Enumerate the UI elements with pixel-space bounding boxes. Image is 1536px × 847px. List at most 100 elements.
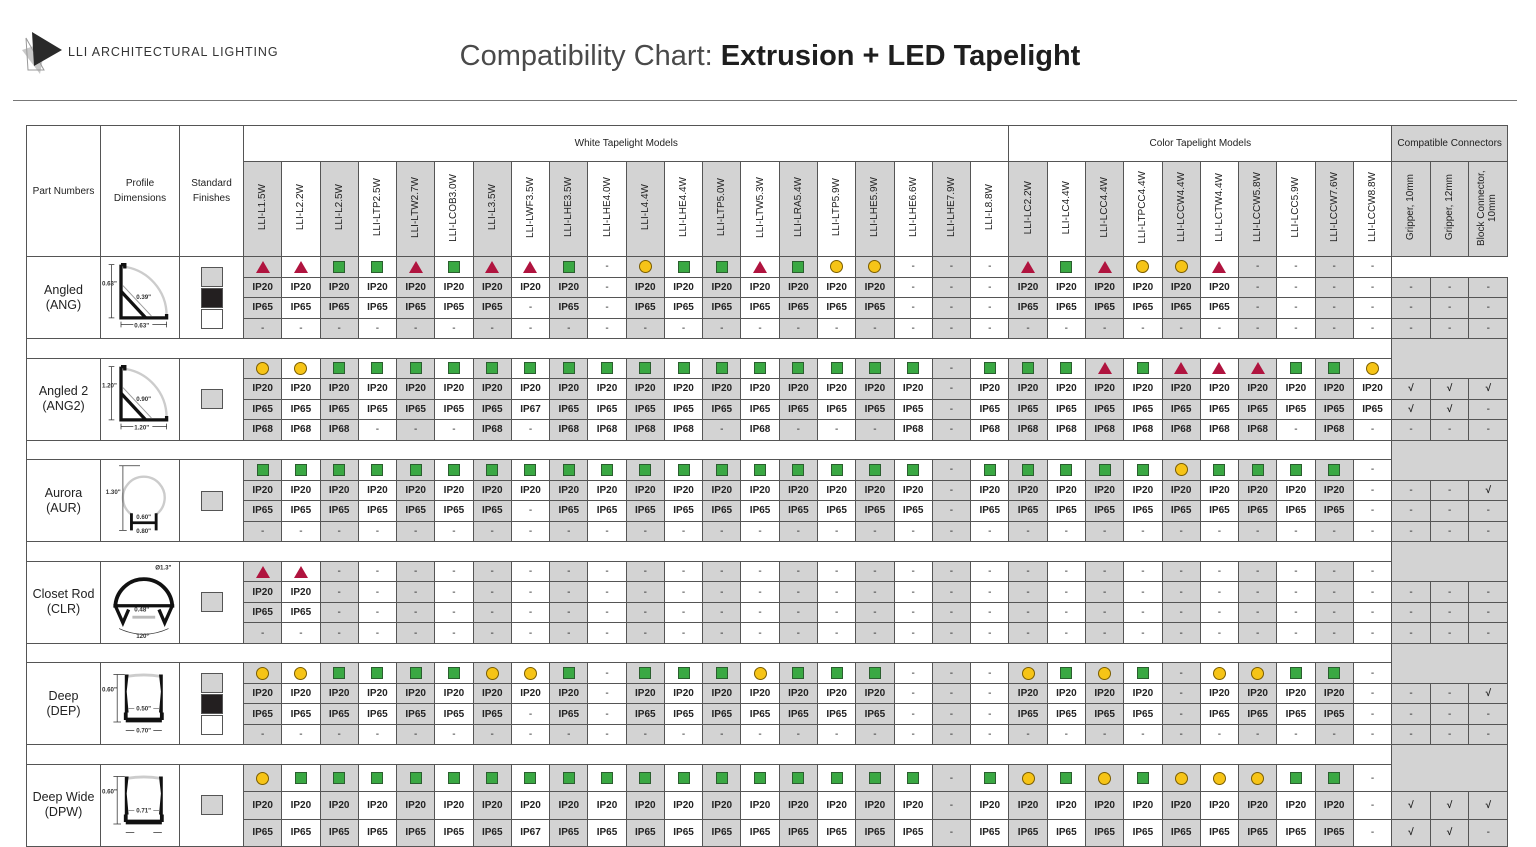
ip-rating: -	[988, 729, 992, 741]
ip-rating-cell: -	[1084, 317, 1125, 339]
ip-rating-cell: IP65	[434, 297, 474, 319]
profile-dimensions-cell: 1.30" 0.60" 0.80"	[100, 459, 180, 543]
ip-rating-cell: -	[319, 317, 359, 339]
ip-rating: IP65	[635, 827, 656, 839]
compatible-square-icon	[754, 362, 767, 375]
ip-rating: IP68	[328, 424, 350, 436]
ip-rating: IP65	[979, 505, 1001, 517]
ip-rating-cell: IP20	[1161, 791, 1201, 820]
ip-rating-cell: -	[778, 317, 818, 339]
ip-rating: -	[643, 607, 647, 619]
connector-compat-cell: -	[1468, 297, 1509, 319]
ip-rating-cell: IP20	[816, 682, 857, 705]
ip-rating: IP20	[328, 383, 350, 395]
ip-rating: -	[375, 525, 380, 537]
connector-name: Block Connector, 10mm	[1476, 169, 1499, 246]
profile-dimensions-header: Profile Dimensions	[100, 125, 180, 257]
ip-rating: -	[414, 525, 418, 537]
ip-rating-cell: -	[472, 601, 512, 624]
connector-compat-cell: -	[1391, 297, 1431, 319]
ip-rating-cell: -	[587, 703, 627, 725]
ip-rating-cell: IP65	[587, 500, 627, 522]
ip-rating: IP20	[252, 484, 273, 496]
ip-rating: IP68	[902, 424, 924, 436]
part-name: Aurora	[44, 485, 83, 500]
ip-rating: -	[834, 586, 839, 598]
extrusion-symbol-row: Deep (DEP) 0.60" 0.50" 0.70" - - - - - -	[26, 662, 1508, 746]
not-applicable: -	[681, 566, 686, 578]
ip-rating-cell: -	[931, 601, 972, 624]
ip-rating-cell: -	[893, 581, 933, 603]
connector-header: Gripper, 10mm	[1391, 161, 1431, 257]
ip-rating: IP20	[635, 484, 656, 496]
compatible-square-icon	[754, 772, 767, 785]
ip-rating-cell: -	[1161, 682, 1201, 705]
warning-triangle-icon	[1097, 260, 1112, 273]
ip-rating: -	[1370, 688, 1375, 700]
ip-rating-cell: IP20	[816, 276, 857, 298]
ip-rating-cell: IP65	[1161, 500, 1201, 522]
ip-rating: IP68	[1094, 424, 1115, 436]
ip-rating: IP20	[328, 688, 350, 700]
ip-rating: IP65	[1209, 505, 1230, 517]
ip-rating-cell: -	[549, 317, 589, 339]
ip-rating-cell: -	[549, 723, 589, 746]
compatible-square-icon	[409, 772, 422, 785]
not-applicable: -	[873, 566, 877, 578]
model-header: LLI-LCCW4.4W	[1161, 161, 1201, 257]
partial-circle-icon	[868, 260, 882, 274]
ip-rating-cell: -	[1352, 818, 1393, 847]
connector-compat-cell: -	[1468, 818, 1509, 847]
ip-rating-cell: IP65	[396, 818, 436, 847]
ip-rating-cell: IP68	[663, 419, 704, 441]
ip-rating: -	[1141, 607, 1145, 619]
ip-rating-cell: IP65	[549, 703, 589, 725]
ip-rating: IP65	[1017, 708, 1039, 720]
connector-compat: -	[1447, 688, 1452, 700]
ip-rating-cell: -	[242, 317, 283, 339]
ip-rating: IP20	[1362, 383, 1383, 395]
connector-compat-cell: -	[1468, 622, 1509, 644]
ip-rating-cell: IP68	[740, 419, 780, 441]
finishes-cell	[179, 763, 244, 847]
ip-rating: IP65	[1132, 505, 1154, 517]
ip-rating: IP65	[788, 708, 809, 720]
connector-blank-cell	[1391, 541, 1509, 583]
compatibility-symbol-cell	[663, 357, 704, 380]
compatibility-symbol-cell	[396, 256, 436, 278]
ip-rating-row: IP20 IP20 IP20 IP20 IP20 IP20 IP20 IP20 IP20- IP2…	[27, 276, 1509, 298]
ip-rating: IP20	[405, 688, 426, 700]
connector-name: Gripper, 10mm	[1405, 174, 1417, 241]
ip-rating-cell: -	[510, 622, 551, 644]
compatibility-symbol-cell	[1008, 662, 1048, 684]
compatibility-symbol-cell: -	[1352, 256, 1393, 278]
ip-rating: IP65	[367, 505, 388, 517]
ip-rating: -	[1370, 827, 1375, 839]
partial-circle-icon	[830, 260, 844, 274]
compatible-square-icon	[715, 772, 728, 785]
connector-compat-cell: -	[1468, 703, 1509, 725]
spacer-row	[25, 439, 1509, 481]
ip-rating: -	[567, 525, 571, 537]
part-code: (DEP)	[46, 703, 81, 718]
connector-compat-cell: -	[1391, 601, 1431, 624]
partial-circle-icon	[753, 666, 767, 680]
ip-rating: -	[452, 424, 456, 436]
ip-rating: -	[1179, 729, 1183, 741]
ip-rating-cell: -	[625, 601, 665, 624]
ip-rating: -	[260, 627, 265, 639]
ip-rating-cell: IP20	[549, 479, 589, 502]
compatible-square-icon	[1289, 772, 1302, 785]
model-name: LLI-LC4.4W	[1060, 180, 1072, 235]
ip-rating: IP20	[1209, 383, 1230, 395]
model-name: LLI-L2.5W	[333, 184, 345, 231]
ip-rating: -	[873, 607, 877, 619]
ip-rating: IP65	[1132, 708, 1154, 720]
compatible-square-icon	[1251, 463, 1264, 476]
compatible-square-icon	[447, 260, 460, 273]
profile-diagram-icon: 1.30"0.60"0.80"	[106, 465, 166, 535]
ip-rating: IP20	[979, 484, 1001, 496]
ip-rating-cell: IP65	[855, 398, 895, 421]
dimension-label: 0.90"	[136, 395, 151, 402]
connector-compat-cell: -	[1429, 419, 1470, 441]
